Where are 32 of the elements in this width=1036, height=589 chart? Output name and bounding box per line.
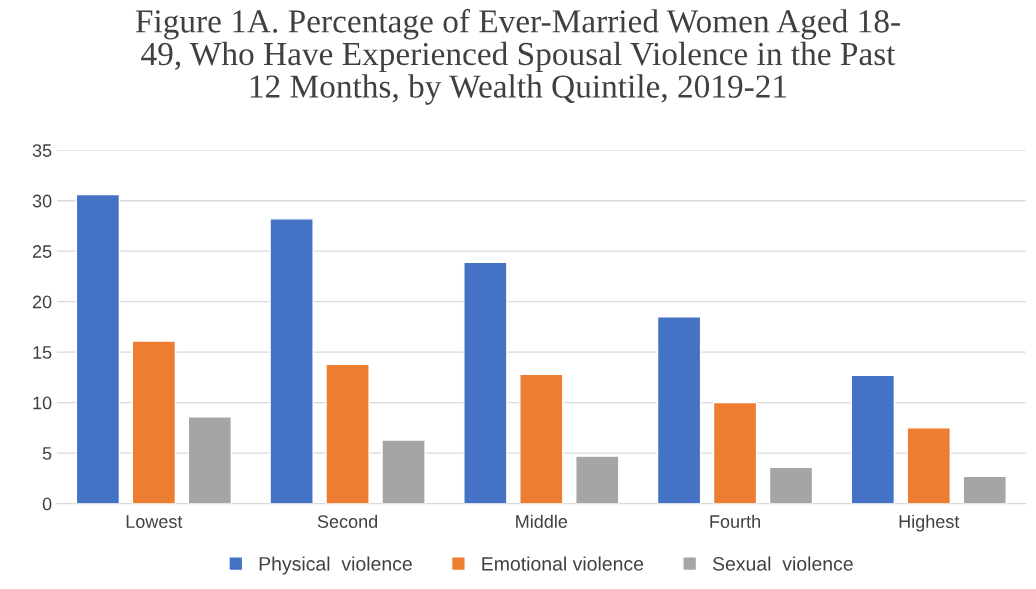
legend-label: Sexual violence bbox=[712, 556, 853, 571]
bar bbox=[768, 466, 814, 504]
bar bbox=[325, 363, 370, 504]
y-tick-label: 20 bbox=[32, 295, 52, 309]
bar bbox=[519, 373, 564, 504]
bar bbox=[463, 261, 508, 504]
bar bbox=[656, 316, 702, 504]
bar bbox=[187, 416, 233, 504]
bar bbox=[131, 340, 177, 504]
x-tick-label: Fourth bbox=[710, 514, 760, 528]
bar bbox=[712, 401, 758, 504]
x-tick-label: Second bbox=[317, 514, 378, 528]
legend-label: Emotional violence bbox=[482, 556, 644, 571]
bar bbox=[850, 374, 896, 504]
bar bbox=[75, 193, 121, 504]
bar bbox=[381, 439, 426, 504]
y-tick-label: 15 bbox=[33, 346, 52, 359]
bar bbox=[269, 218, 314, 504]
bar bbox=[906, 427, 951, 504]
chart-title: Figure 1A. Percentage of Ever-Married Women Aged 18- 49, Who Have Experienced Spousal Violence in the Past 12 Months, by Wealth Quintile, 2019-21 bbox=[135, 8, 900, 105]
x-tick-label: Middle bbox=[516, 514, 568, 528]
y-tick-label: 25 bbox=[32, 245, 52, 258]
bar bbox=[962, 475, 1007, 504]
y-tick-label: 0 bbox=[42, 497, 52, 511]
y-tick-label: 30 bbox=[32, 194, 52, 208]
x-tick-label: Lowest bbox=[126, 515, 183, 528]
y-tick-label: 35 bbox=[32, 144, 52, 157]
legend-label: Physical violence bbox=[259, 556, 412, 575]
y-tick-label: 5 bbox=[42, 447, 52, 460]
x-tick-label: Highest bbox=[899, 514, 960, 532]
y-tick-label: 10 bbox=[33, 396, 52, 410]
bar bbox=[575, 455, 620, 504]
